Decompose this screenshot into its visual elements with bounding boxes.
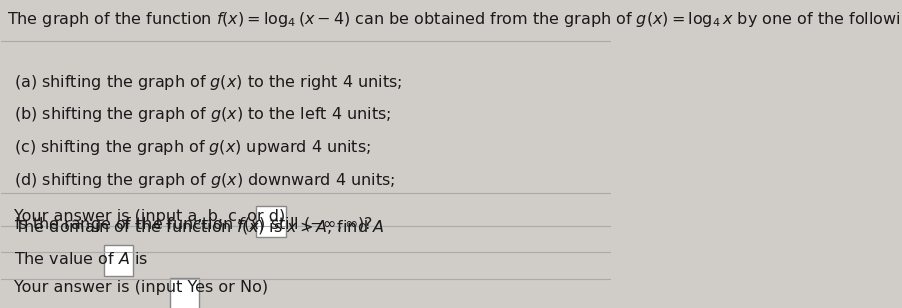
Text: The domain of the function $f(x)$ is $x > A$, find $A$: The domain of the function $f(x)$ is $x … — [14, 218, 384, 236]
FancyBboxPatch shape — [256, 206, 286, 237]
Text: (b) shifting the graph of $g(x)$ to the left 4 units;: (b) shifting the graph of $g(x)$ to the … — [14, 105, 391, 124]
Text: Your answer is (input a, b, c, or d): Your answer is (input a, b, c, or d) — [14, 209, 285, 224]
Text: The value of $A$ is: The value of $A$ is — [14, 251, 148, 267]
Text: Your answer is (input Yes or No): Your answer is (input Yes or No) — [14, 281, 268, 295]
Text: (a) shifting the graph of $g(x)$ to the right 4 units;: (a) shifting the graph of $g(x)$ to the … — [14, 73, 402, 92]
Text: Is the range of the function $f(x)$ still $(-\infty, \infty)$?: Is the range of the function $f(x)$ stil… — [14, 215, 373, 234]
FancyBboxPatch shape — [170, 278, 199, 308]
Text: (d) shifting the graph of $g(x)$ downward 4 units;: (d) shifting the graph of $g(x)$ downwar… — [14, 171, 395, 190]
FancyBboxPatch shape — [104, 245, 133, 276]
Text: (c) shifting the graph of $g(x)$ upward 4 units;: (c) shifting the graph of $g(x)$ upward … — [14, 138, 371, 157]
Text: The graph of the function $f(x) = \log_4(x-4)$ can be obtained from the graph of: The graph of the function $f(x) = \log_4… — [7, 10, 902, 29]
